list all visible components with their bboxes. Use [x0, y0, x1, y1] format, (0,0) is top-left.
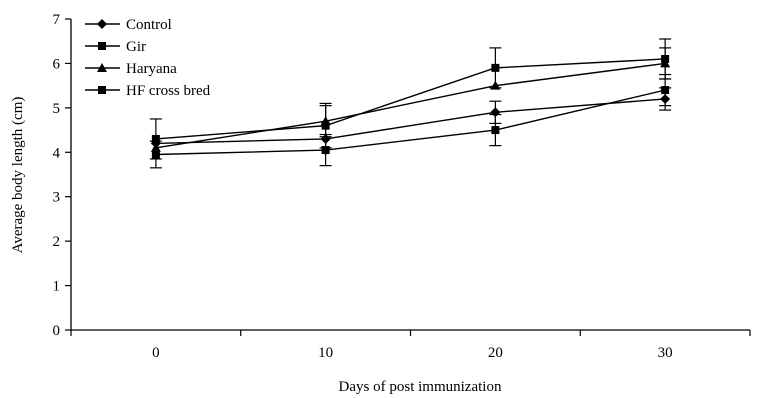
series-hf-cross-bred	[149, 73, 672, 169]
legend-item: Haryana	[85, 61, 177, 77]
series-haryana	[150, 47, 672, 152]
x-tick-label: 10	[318, 345, 333, 361]
series-line	[155, 58, 666, 140]
y-tick-label: 1	[53, 279, 61, 295]
y-tick-label: 2	[53, 234, 61, 250]
series-line	[155, 98, 666, 145]
legend-item: Gir	[85, 39, 146, 55]
legend-label: Control	[126, 17, 172, 33]
y-tick-label: 0	[53, 323, 61, 339]
legend-marker	[98, 42, 106, 50]
series-group	[149, 38, 672, 169]
data-point	[151, 150, 160, 159]
data-point	[320, 116, 331, 126]
x-tick-label: 20	[488, 345, 503, 361]
x-tick-label: 0	[152, 345, 160, 361]
series-line	[155, 89, 666, 156]
series-line	[155, 62, 666, 149]
legend: Control Gir Haryana HF cross bred	[85, 17, 211, 99]
legend-label: Gir	[126, 39, 146, 55]
legend-marker	[97, 19, 107, 29]
y-axis-label: Average body length (cm)	[10, 97, 26, 254]
x-axis-label: Days of post immunization	[339, 379, 502, 395]
y-tick-label: 3	[53, 190, 61, 206]
y-tick-label: 7	[53, 12, 61, 28]
legend-marker	[97, 63, 107, 72]
legend-item: Control	[85, 17, 172, 33]
data-point	[321, 146, 330, 155]
legend-label: Haryana	[126, 61, 177, 77]
axes: 0 1 2 3 4 5 6 7 0 10 20 30	[53, 12, 751, 361]
legend-label: HF cross bred	[126, 83, 211, 99]
legend-marker	[98, 86, 106, 94]
y-tick-label: 5	[53, 101, 61, 117]
data-point	[490, 80, 501, 90]
data-point	[151, 134, 160, 143]
data-point	[491, 63, 500, 72]
y-tick-label: 4	[53, 145, 61, 161]
data-point	[661, 86, 670, 95]
data-point	[660, 58, 671, 68]
x-tick-label: 30	[658, 345, 673, 361]
data-point	[491, 126, 500, 135]
legend-item: HF cross bred	[85, 83, 211, 99]
y-tick-label: 6	[53, 56, 61, 72]
